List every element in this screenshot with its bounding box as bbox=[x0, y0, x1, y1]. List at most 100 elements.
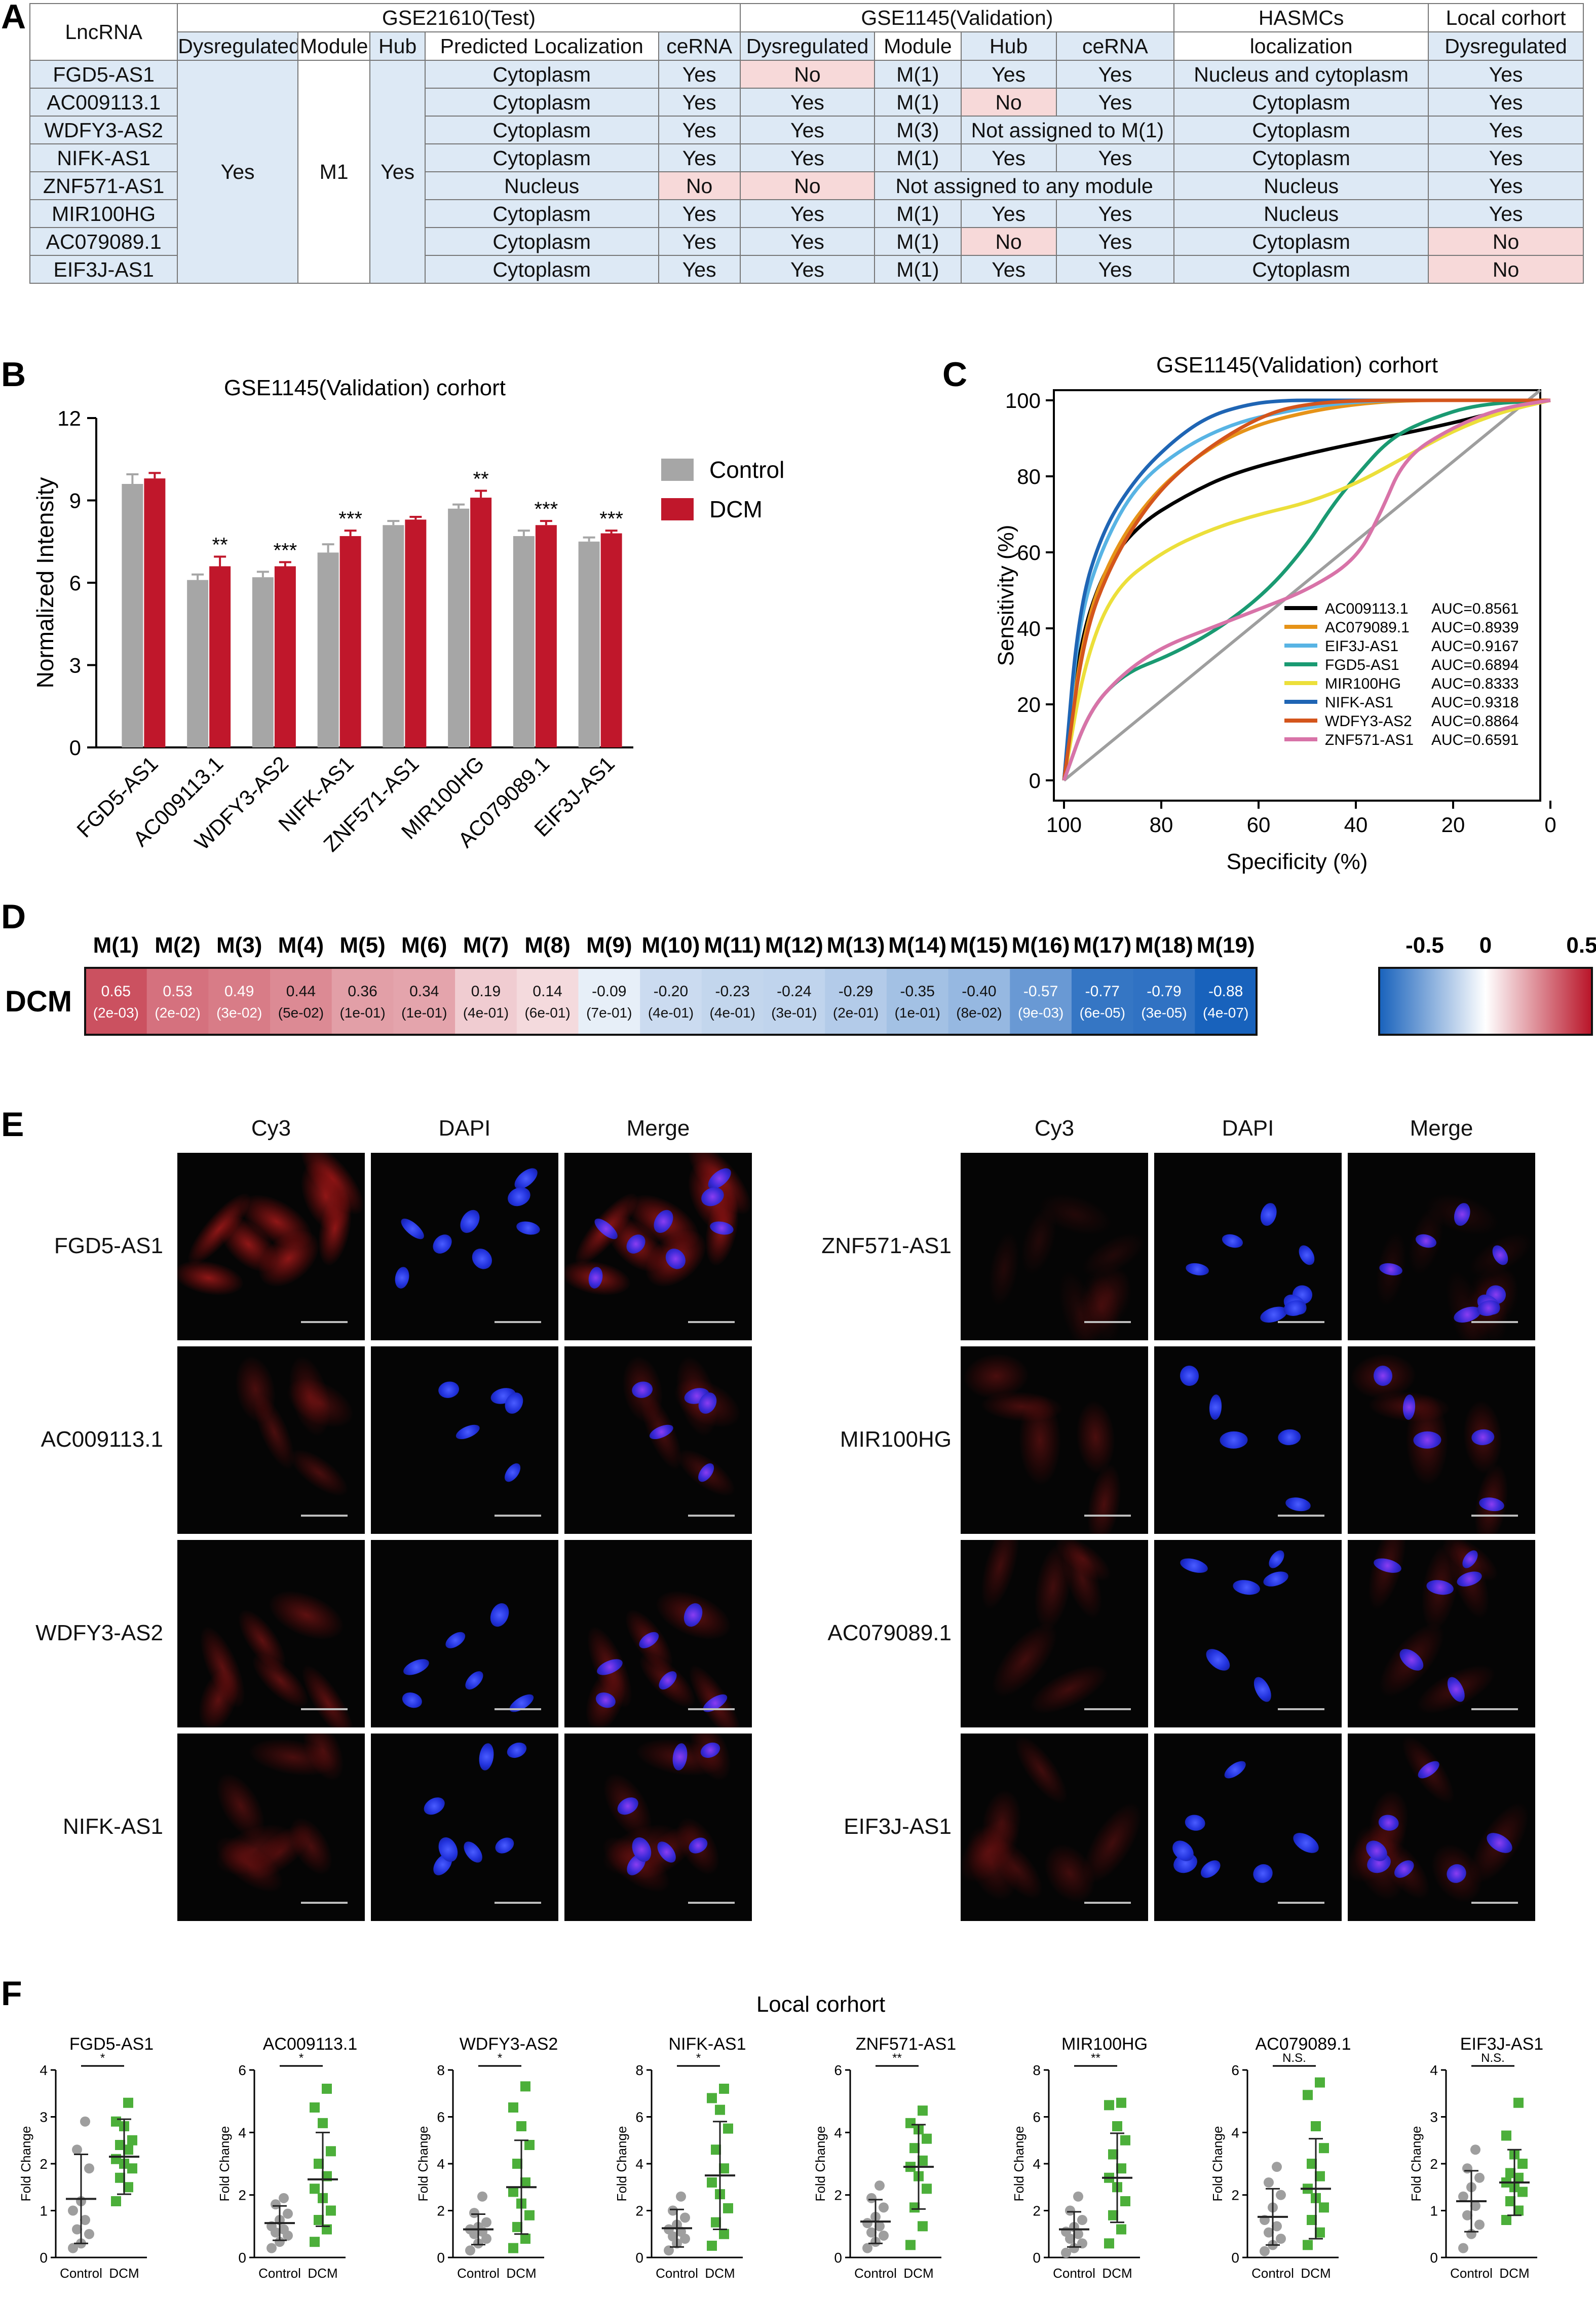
nucleus bbox=[1277, 1428, 1301, 1446]
cell-cytoplasm bbox=[1361, 1540, 1414, 1613]
scale-bar bbox=[1084, 1708, 1131, 1710]
heatmap-cell bbox=[146, 968, 209, 1035]
bar-dcm bbox=[600, 533, 622, 747]
dcm-point bbox=[918, 2221, 928, 2232]
dcm-point bbox=[1311, 2121, 1321, 2131]
cell-localization: Cytoplasm bbox=[424, 88, 659, 117]
dcm-point bbox=[314, 2215, 324, 2225]
cell-localization: Cytoplasm bbox=[424, 199, 659, 228]
y-tick-label: 6 bbox=[635, 2110, 643, 2125]
nucleus bbox=[1266, 1547, 1287, 1571]
scale-bar bbox=[1471, 1708, 1518, 1710]
y-tick-label: 4 bbox=[437, 2156, 445, 2172]
heatmap-column-label: M(1) bbox=[93, 933, 139, 958]
table-row: MIR100HG Cytoplasm Yes Yes M(1) Yes Yes … bbox=[29, 199, 1584, 228]
legend-auc: AUC=0.8864 bbox=[1431, 713, 1519, 730]
micrograph-cy3 bbox=[961, 1734, 1148, 1921]
control-point bbox=[80, 2116, 90, 2127]
dcm-point bbox=[711, 2217, 721, 2228]
scale-bar bbox=[301, 1321, 348, 1323]
heatmap-cell bbox=[701, 968, 764, 1035]
dcm-point bbox=[1303, 2240, 1313, 2250]
control-point bbox=[84, 2229, 94, 2239]
heatmap-cell bbox=[763, 968, 825, 1035]
scale-bar bbox=[1471, 1902, 1518, 1904]
nucleus bbox=[507, 1690, 537, 1715]
cell-val-module: M(1) bbox=[874, 227, 962, 256]
significance-label: ** bbox=[473, 468, 489, 491]
dcm-point bbox=[1315, 2077, 1325, 2088]
y-axis-label: Sensitivity (%) bbox=[994, 525, 1018, 666]
micrograph-cy3 bbox=[177, 1734, 365, 1921]
cell-val-dysregulated: Yes bbox=[739, 227, 876, 256]
cell-cerna: Yes bbox=[658, 143, 741, 172]
micrograph-cy3 bbox=[177, 1346, 365, 1534]
microscopy-panel: Cy3 DAPI Merge FGD5-AS1 AC009113.1 WDFY3-AS2 N… bbox=[0, 1105, 1596, 1921]
cell-hasmc: Cytoplasm bbox=[1173, 227, 1429, 256]
dcm-point bbox=[1116, 2163, 1126, 2174]
bar-control bbox=[187, 580, 209, 747]
y-tick-label: 20 bbox=[1017, 693, 1041, 717]
y-tick-label: 2 bbox=[834, 2188, 842, 2203]
heatmap-pvalue: (4e-01) bbox=[710, 1005, 755, 1021]
y-axis-label: Fold Change bbox=[217, 2126, 232, 2202]
nucleus bbox=[401, 1655, 432, 1678]
scale-bar bbox=[1278, 1902, 1324, 1904]
y-tick-label: 2 bbox=[1033, 2203, 1041, 2219]
micrograph-merge bbox=[564, 1734, 752, 1921]
heatmap-value: 0.44 bbox=[286, 983, 316, 1000]
cell-val-cerna: Yes bbox=[1055, 227, 1175, 256]
reference-diagonal bbox=[1063, 389, 1541, 782]
scale-bar bbox=[495, 1515, 541, 1517]
subheader: ceRNA bbox=[658, 31, 741, 61]
control-point bbox=[275, 2237, 285, 2247]
dcm-point bbox=[1315, 2171, 1325, 2181]
heatmap-cell bbox=[825, 968, 887, 1035]
subheader: Dysregulated bbox=[739, 31, 876, 61]
control-point bbox=[84, 2163, 94, 2174]
y-tick-label: 3 bbox=[1430, 2110, 1438, 2125]
y-tick-label: 4 bbox=[1033, 2156, 1041, 2172]
panel-letter-d: D bbox=[1, 897, 26, 936]
dcm-point bbox=[1120, 2196, 1130, 2206]
micrograph-merge bbox=[1348, 1540, 1535, 1727]
y-tick-label: 100 bbox=[1005, 389, 1041, 412]
group-label: DCM bbox=[705, 2266, 735, 2281]
control-point bbox=[1458, 2243, 1468, 2253]
heatmap-pvalue: (1e-01) bbox=[401, 1005, 447, 1021]
bar-control bbox=[252, 577, 274, 747]
control-point bbox=[1474, 2172, 1485, 2183]
dcm-point bbox=[322, 2084, 332, 2094]
cell-val-module: M(1) bbox=[874, 199, 962, 228]
control-point bbox=[1077, 2238, 1087, 2249]
cell-val-hub: Yes bbox=[960, 255, 1057, 284]
dcm-point bbox=[524, 2210, 535, 2220]
cell-local: Yes bbox=[1428, 171, 1584, 200]
nucleus bbox=[487, 1600, 512, 1630]
heatmap-column-label: M(11) bbox=[704, 933, 761, 958]
control-point bbox=[1272, 2162, 1282, 2172]
heatmap-column-label: M(15) bbox=[950, 933, 1008, 958]
dcm-point bbox=[723, 2203, 733, 2213]
y-tick-label: 3 bbox=[69, 654, 81, 677]
heatmap-column-label: M(7) bbox=[463, 933, 509, 958]
cell-cerna: Yes bbox=[658, 116, 741, 144]
cell-local: No bbox=[1428, 255, 1584, 284]
dcm-point bbox=[707, 2177, 717, 2188]
channel-label-dapi: DAPI bbox=[438, 1116, 491, 1141]
nucleus bbox=[1202, 1645, 1234, 1675]
legend-auc: AUC=0.8561 bbox=[1431, 600, 1519, 617]
heatmap-column-label: M(17) bbox=[1073, 933, 1131, 958]
cell-local: Yes bbox=[1428, 116, 1584, 144]
y-axis-label: Fold Change bbox=[1011, 2126, 1027, 2202]
heatmap-column-label: M(13) bbox=[827, 933, 885, 958]
dcm-point bbox=[711, 2144, 721, 2155]
heatmap-value: 0.65 bbox=[101, 983, 131, 1000]
dcm-point bbox=[1120, 2135, 1130, 2145]
y-tick-label: 2 bbox=[437, 2203, 445, 2219]
legend-auc: AUC=0.9167 bbox=[1431, 638, 1519, 655]
cell-cytoplasm bbox=[177, 1255, 246, 1301]
dcm-point bbox=[1319, 2143, 1329, 2154]
control-point bbox=[1260, 2246, 1270, 2256]
control-point bbox=[866, 2227, 877, 2238]
